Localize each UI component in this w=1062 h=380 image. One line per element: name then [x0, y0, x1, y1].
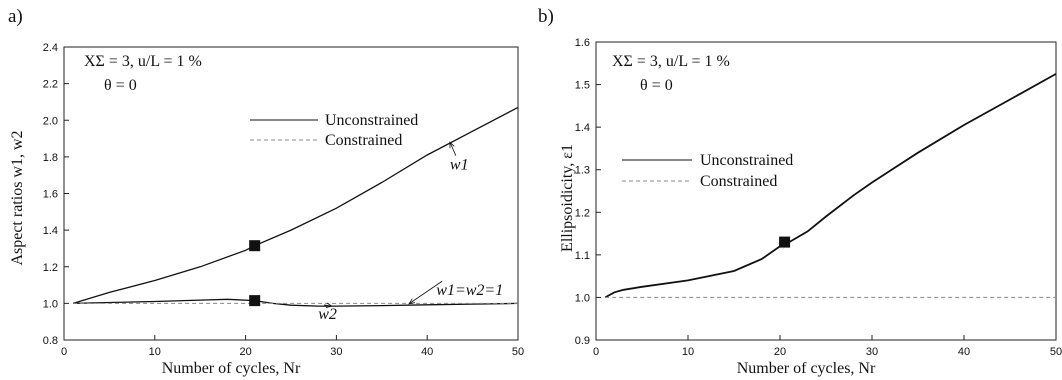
- p1-y-tick-label: 1.3: [575, 165, 590, 177]
- p0-x-tick-label: 10: [149, 346, 161, 358]
- chart-panel-b: b) XΣ = 3, u/L = 1 % θ = 0 Unconstrained…: [538, 6, 1062, 377]
- p0-x-tick-label: 30: [330, 346, 342, 358]
- p0-y-tick-label: 2.0: [43, 115, 58, 127]
- legend-a-unconstrained-label: Unconstrained: [325, 112, 418, 129]
- p1-y-tick-label: 1.5: [575, 80, 590, 92]
- p1-x-tick-label: 20: [774, 346, 786, 358]
- panel-a-condition-2: θ = 0: [104, 77, 137, 94]
- p0-y-tick-label: 1.4: [43, 225, 58, 237]
- panel-b-legend: Unconstrained Constrained: [622, 152, 793, 190]
- p0-y-tick-label: 1.6: [43, 189, 58, 201]
- legend-a-constrained-label: Constrained: [325, 132, 402, 149]
- legend-b-unconstrained-label: Unconstrained: [700, 152, 793, 169]
- p0-y-tick-label: 1.0: [43, 298, 58, 310]
- panel-a-conditions: XΣ = 3, u/L = 1 % θ = 0: [84, 53, 202, 94]
- p0-marker-square: [249, 295, 261, 307]
- panel-b-x-axis-label: Number of cycles, Nr: [737, 360, 876, 377]
- panel-a-x-axis-label: Number of cycles, Nr: [162, 360, 301, 377]
- p0-x-tick-label: 50: [512, 346, 524, 358]
- chart-panel-a: a) XΣ = 3, u/L = 1 % θ = 0 Unconstrained…: [8, 6, 524, 377]
- p0-x-tick-label: 40: [421, 346, 433, 358]
- panel-a-condition-1: XΣ = 3, u/L = 1 %: [84, 53, 202, 70]
- p1-marker-square: [779, 236, 791, 248]
- panel-a-label: a): [8, 6, 23, 27]
- p1-x-tick-label: 50: [1050, 346, 1062, 358]
- p0-annotation-arrow: [408, 280, 443, 305]
- p0-y-tick-label: 2.2: [43, 79, 58, 91]
- p0-annotation-label: w1: [450, 157, 469, 174]
- p1-y-tick-label: 1.6: [575, 37, 590, 49]
- p1-y-tick-label: 0.9: [575, 335, 590, 347]
- panel-b-label: b): [538, 6, 554, 27]
- panel-a-legend: Unconstrained Constrained: [250, 112, 418, 149]
- p1-x-tick-label: 40: [958, 346, 970, 358]
- p1-y-tick-label: 1.4: [575, 122, 590, 134]
- p1-y-tick-label: 1.2: [575, 207, 590, 219]
- p0-x-tick-label: 0: [61, 346, 67, 358]
- p0-series-w2-line: [73, 298, 519, 307]
- panel-b-conditions: XΣ = 3, u/L = 1 % θ = 0: [612, 53, 730, 94]
- p0-annotation-label: w1=w2=1: [436, 282, 503, 299]
- p1-x-tick-label: 30: [866, 346, 878, 358]
- panel-b-y-axis-label: Ellipsoidicity, ε1: [559, 144, 576, 252]
- p1-x-tick-label: 0: [593, 346, 599, 358]
- p0-annotation-arrowhead: [449, 141, 455, 149]
- p0-annotation-arrow: [449, 142, 457, 156]
- p1-y-tick-label: 1.1: [575, 250, 590, 262]
- p0-y-tick-label: 0.8: [43, 335, 58, 347]
- legend-b-constrained-label: Constrained: [700, 173, 777, 190]
- panel-b-condition-2: θ = 0: [640, 77, 673, 94]
- p1-y-tick-label: 1.0: [575, 292, 590, 304]
- p0-annotation-arrow: [324, 304, 332, 307]
- p1-x-tick-label: 10: [682, 346, 694, 358]
- p0-y-tick-label: 1.8: [43, 152, 58, 164]
- p0-y-tick-label: 2.4: [43, 42, 58, 54]
- p0-y-tick-label: 1.2: [43, 262, 58, 274]
- p0-series-w1-line: [72, 106, 519, 305]
- panel-a-y-axis-label: Aspect ratios w1, w2: [9, 130, 26, 265]
- p0-x-tick-label: 20: [239, 346, 251, 358]
- p1-plot-frame: [595, 41, 1057, 341]
- p0-marker-square: [249, 240, 261, 252]
- p0-annotation-label: w2: [318, 306, 337, 323]
- p0-annotation-arrowhead: [408, 298, 416, 305]
- p0-annotation-arrowhead: [325, 302, 333, 308]
- p1-series-unconstrained-line: [604, 73, 1057, 299]
- panel-b-condition-1: XΣ = 3, u/L = 1 %: [612, 53, 730, 70]
